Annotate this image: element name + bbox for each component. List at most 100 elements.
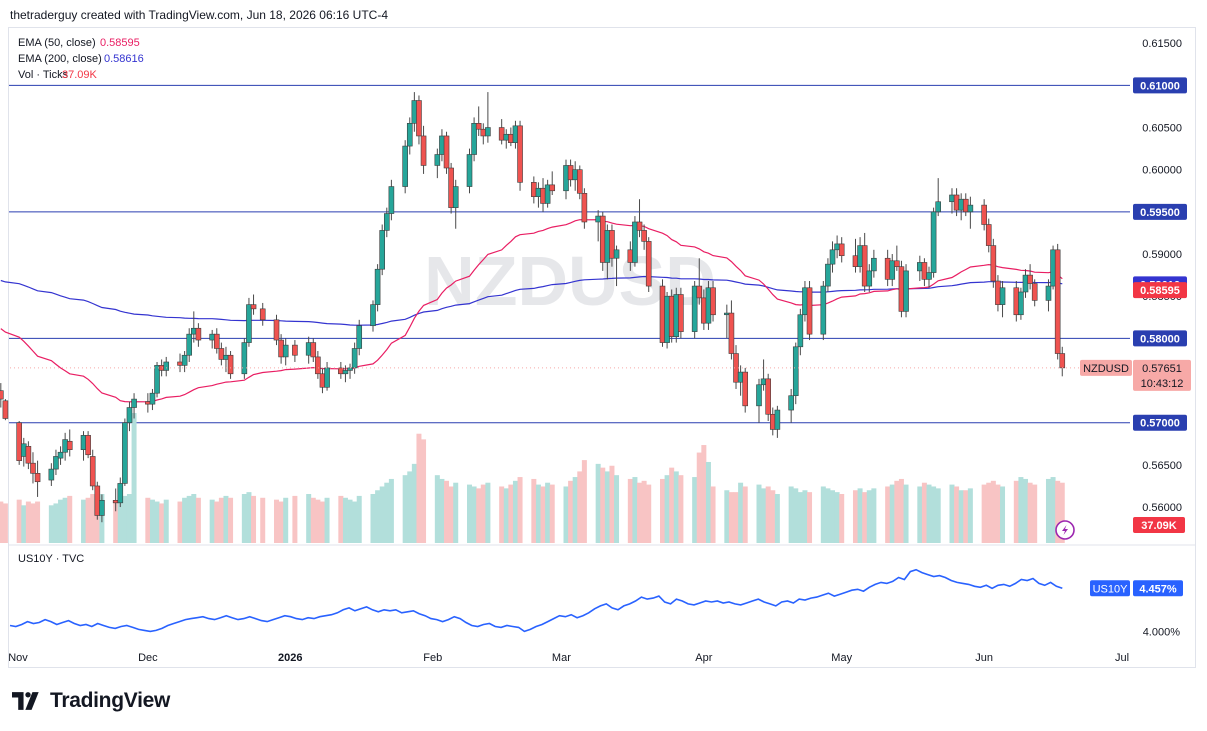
candle[interactable] — [898, 260, 905, 318]
candle[interactable] — [62, 432, 68, 461]
candle[interactable] — [163, 356, 170, 377]
candle[interactable] — [797, 308, 804, 356]
candle[interactable] — [310, 338, 317, 362]
candle[interactable] — [99, 494, 105, 523]
candle[interactable] — [388, 179, 395, 221]
candle[interactable] — [673, 287, 680, 343]
candle[interactable] — [379, 224, 385, 276]
candle[interactable] — [531, 176, 537, 204]
candle[interactable] — [949, 188, 955, 214]
candle[interactable] — [1013, 281, 1020, 322]
candle[interactable] — [80, 431, 87, 461]
candle[interactable] — [894, 245, 900, 271]
candle[interactable] — [475, 106, 482, 136]
candle[interactable] — [1022, 269, 1029, 298]
candle[interactable] — [678, 287, 684, 339]
candle[interactable] — [402, 140, 408, 194]
candle[interactable] — [567, 159, 574, 187]
candle[interactable] — [145, 393, 151, 413]
candle[interactable] — [259, 302, 266, 326]
candle[interactable] — [443, 131, 450, 174]
candle[interactable] — [1045, 279, 1052, 312]
candle[interactable] — [241, 338, 248, 379]
candle[interactable] — [641, 224, 647, 250]
candle[interactable] — [370, 300, 376, 332]
candle[interactable] — [319, 367, 326, 394]
candle[interactable] — [498, 119, 505, 145]
candle[interactable] — [990, 238, 997, 288]
candle[interactable] — [760, 359, 767, 391]
candle[interactable] — [1054, 243, 1061, 360]
candle[interactable] — [765, 373, 771, 422]
candle[interactable] — [1018, 287, 1024, 320]
candle[interactable] — [512, 120, 519, 149]
candle[interactable] — [416, 95, 422, 145]
candle[interactable] — [66, 429, 73, 457]
candle[interactable] — [20, 437, 27, 467]
candle[interactable] — [177, 353, 183, 373]
candle[interactable] — [581, 188, 588, 229]
candle[interactable] — [246, 297, 252, 347]
candle[interactable] — [540, 178, 546, 212]
candle[interactable] — [471, 117, 477, 162]
candle[interactable] — [126, 401, 133, 432]
candle[interactable] — [34, 460, 41, 497]
candle[interactable] — [315, 351, 321, 379]
candle[interactable] — [2, 399, 9, 421]
candle[interactable] — [838, 237, 845, 263]
candle[interactable] — [508, 127, 514, 147]
candle[interactable] — [181, 351, 188, 373]
candle[interactable] — [981, 199, 987, 231]
tradingview-logo[interactable]: TradingView — [12, 688, 170, 714]
candle[interactable] — [926, 266, 932, 288]
candle[interactable] — [636, 199, 643, 238]
candle[interactable] — [338, 361, 344, 379]
candle[interactable] — [866, 264, 873, 292]
candle[interactable] — [347, 363, 353, 379]
candle[interactable] — [420, 125, 427, 174]
candle[interactable] — [599, 211, 606, 271]
candle[interactable] — [154, 361, 160, 398]
candle[interactable] — [1050, 245, 1056, 290]
candle[interactable] — [374, 264, 381, 312]
candle[interactable] — [213, 328, 220, 354]
candle[interactable] — [613, 245, 620, 287]
candle[interactable] — [282, 338, 289, 366]
ema-50-line[interactable] — [0, 219, 1063, 403]
candle[interactable] — [857, 237, 863, 273]
candle[interactable] — [645, 237, 652, 292]
candle[interactable] — [158, 359, 165, 377]
candle[interactable] — [89, 449, 96, 491]
candle[interactable] — [563, 159, 569, 200]
candle[interactable] — [149, 388, 156, 411]
candle[interactable] — [517, 120, 523, 191]
candle[interactable] — [1027, 264, 1033, 290]
candle[interactable] — [218, 342, 225, 366]
candle[interactable] — [852, 238, 859, 273]
candle[interactable] — [117, 477, 124, 508]
candle[interactable] — [825, 258, 831, 292]
candle[interactable] — [609, 224, 615, 267]
candle[interactable] — [737, 365, 744, 396]
candle[interactable] — [871, 249, 877, 278]
candle[interactable] — [742, 367, 749, 413]
candle[interactable] — [999, 281, 1006, 318]
candle[interactable] — [995, 275, 1001, 312]
candle[interactable] — [664, 291, 670, 349]
candle[interactable] — [30, 452, 36, 484]
candle[interactable] — [356, 319, 363, 356]
candle[interactable] — [733, 345, 739, 389]
candle[interactable] — [884, 249, 891, 287]
candle[interactable] — [728, 300, 735, 360]
ema-200-line[interactable] — [0, 275, 1063, 326]
candle[interactable] — [342, 365, 349, 383]
candle[interactable] — [962, 193, 969, 217]
candle[interactable] — [549, 171, 556, 195]
candle[interactable] — [724, 304, 730, 339]
candle[interactable] — [659, 279, 666, 347]
candle[interactable] — [696, 258, 703, 305]
candle[interactable] — [576, 165, 583, 200]
candle[interactable] — [351, 342, 358, 374]
candle[interactable] — [668, 289, 675, 343]
candle[interactable] — [967, 196, 974, 229]
